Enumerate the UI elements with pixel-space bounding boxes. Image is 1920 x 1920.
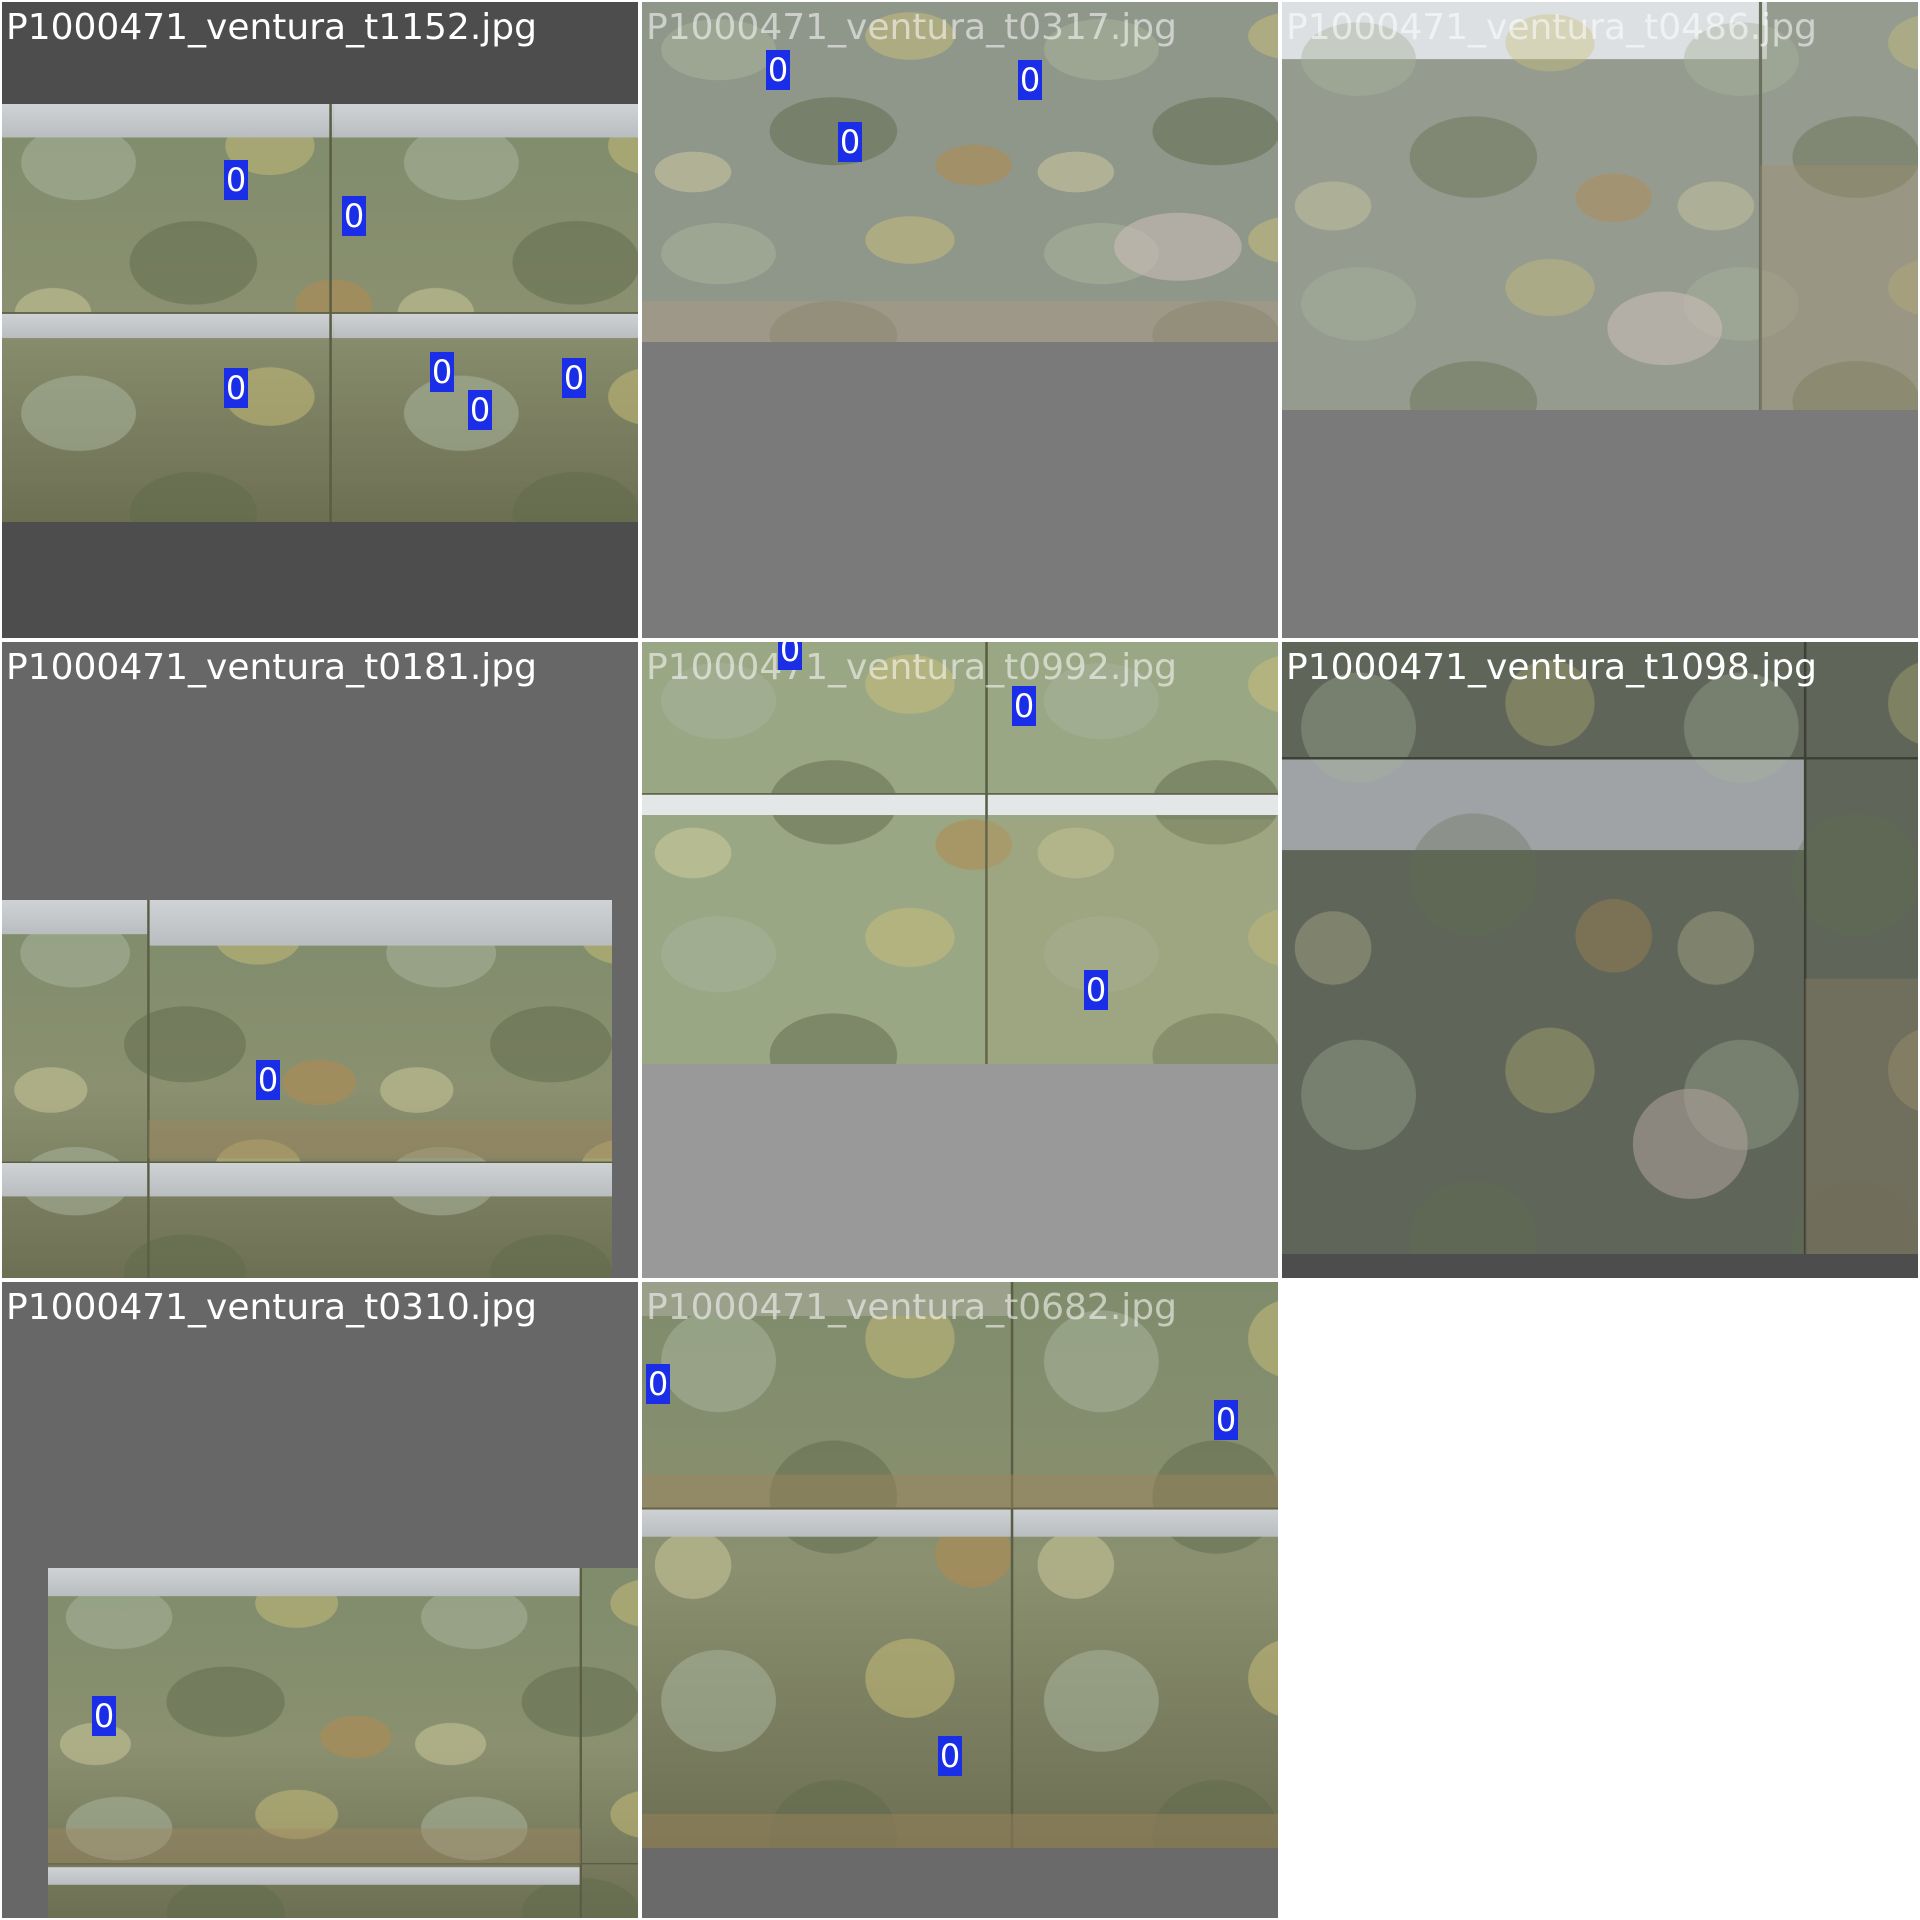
detection-label: 0 — [938, 1736, 962, 1776]
scene-photo — [642, 642, 1278, 1064]
mosaic-tile: P1000471_ventura_t0682.jpg 0 0 0 — [640, 1280, 1280, 1920]
scene-photo — [48, 1568, 638, 1918]
mosaic-tile: P1000471_ventura_t0310.jpg 0 — [0, 1280, 640, 1920]
detection-label: 0 — [430, 352, 454, 392]
mosaic-tile: P1000471_ventura_t1098.jpg — [1280, 640, 1920, 1280]
image-filename: P1000471_ventura_t1098.jpg — [1286, 647, 1817, 688]
detection-label: 0 — [468, 390, 492, 430]
scene-photo — [642, 2, 1278, 342]
mosaic-tile: P1000471_ventura_t0992.jpg 0 0 0 — [640, 640, 1280, 1280]
image-filename: P1000471_ventura_t0992.jpg — [646, 647, 1177, 688]
detection-label: 0 — [342, 196, 366, 236]
detection-label: 0 — [1012, 686, 1036, 726]
detection-label: 0 — [1084, 970, 1108, 1010]
detection-label: 0 — [256, 1060, 280, 1100]
detection-label: 0 — [646, 1364, 670, 1404]
detection-label: 0 — [1214, 1400, 1238, 1440]
scene-photo — [2, 104, 638, 522]
detection-label: 0 — [838, 122, 862, 162]
image-filename: P1000471_ventura_t0181.jpg — [6, 647, 537, 688]
mosaic-tile: P1000471_ventura_t1152.jpg 0 0 0 0 0 0 — [0, 0, 640, 640]
scene-photo — [1282, 642, 1918, 1254]
scene-photo — [1282, 2, 1918, 410]
image-filename: P1000471_ventura_t1152.jpg — [6, 7, 537, 48]
detection-label: 0 — [766, 50, 790, 90]
detection-label: 0 — [92, 1696, 116, 1736]
detection-label: 0 — [778, 642, 802, 670]
scene-photo — [2, 900, 612, 1278]
detection-label: 0 — [1018, 60, 1042, 100]
image-filename: P1000471_ventura_t0486.jpg — [1286, 7, 1817, 48]
mosaic-tile: P1000471_ventura_t0317.jpg 0 0 0 — [640, 0, 1280, 640]
detection-label: 0 — [562, 358, 586, 398]
image-filename: P1000471_ventura_t0310.jpg — [6, 1287, 537, 1328]
image-filename: P1000471_ventura_t0317.jpg — [646, 7, 1177, 48]
detection-label: 0 — [224, 368, 248, 408]
image-filename: P1000471_ventura_t0682.jpg — [646, 1287, 1177, 1328]
mosaic-tile: P1000471_ventura_t0486.jpg — [1280, 0, 1920, 640]
detection-label: 0 — [224, 160, 248, 200]
mosaic-tile: P1000471_ventura_t0181.jpg 0 — [0, 640, 640, 1280]
